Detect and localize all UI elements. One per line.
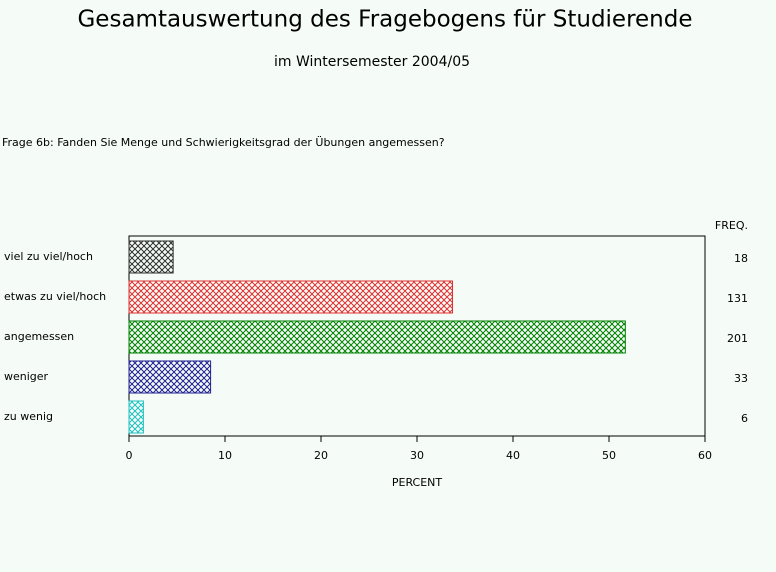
- chart-title: Gesamtauswertung des Fragebogens für Stu…: [77, 7, 692, 33]
- bar: [128, 320, 626, 354]
- bar: [128, 240, 174, 274]
- chart-subtitle: im Wintersemester 2004/05: [274, 54, 470, 70]
- x-tick-label: 30: [410, 449, 424, 462]
- x-tick-label: 0: [126, 449, 133, 462]
- bar: [128, 280, 454, 314]
- x-tick-label: 60: [698, 449, 712, 462]
- freq-value: 18: [734, 252, 748, 265]
- freq-value: 201: [727, 332, 748, 345]
- x-axis-label: PERCENT: [392, 476, 443, 489]
- category-label: viel zu viel/hoch: [4, 250, 93, 263]
- bar: [128, 360, 212, 394]
- freq-value: 131: [727, 292, 748, 305]
- x-tick-label: 20: [314, 449, 328, 462]
- freq-header: FREQ.: [715, 219, 748, 232]
- category-label: angemessen: [4, 330, 74, 343]
- bar: [128, 400, 144, 434]
- category-label: zu wenig: [4, 410, 53, 423]
- category-label: etwas zu viel/hoch: [4, 290, 106, 303]
- x-tick-label: 10: [218, 449, 232, 462]
- freq-value: 6: [741, 412, 748, 425]
- freq-value: 33: [734, 372, 748, 385]
- category-label: weniger: [4, 370, 49, 383]
- x-tick-label: 40: [506, 449, 520, 462]
- question: Frage 6b: Fanden Sie Menge und Schwierig…: [2, 136, 445, 149]
- x-tick-label: 50: [602, 449, 616, 462]
